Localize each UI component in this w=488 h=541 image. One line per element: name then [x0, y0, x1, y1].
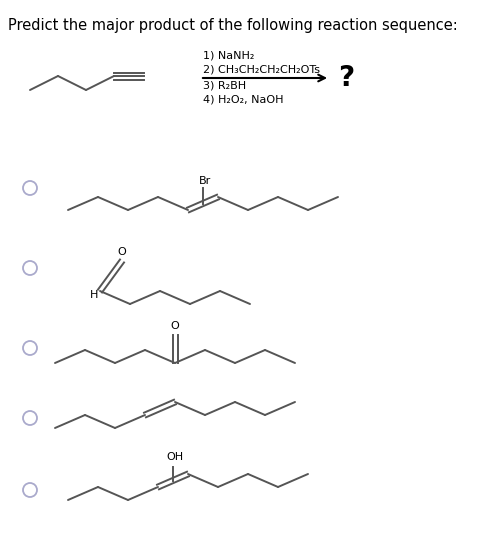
- Text: 1) NaNH₂: 1) NaNH₂: [203, 50, 254, 60]
- Text: H: H: [90, 290, 98, 300]
- Text: 2) CH₃CH₂CH₂CH₂OTs: 2) CH₃CH₂CH₂CH₂OTs: [203, 64, 320, 74]
- Text: O: O: [118, 247, 126, 257]
- Text: 3) R₂BH: 3) R₂BH: [203, 81, 246, 91]
- Text: 4) H₂O₂, NaOH: 4) H₂O₂, NaOH: [203, 95, 284, 105]
- Text: Br: Br: [199, 175, 211, 186]
- Text: ?: ?: [338, 64, 354, 92]
- Text: OH: OH: [166, 452, 183, 463]
- Text: Predict the major product of the following reaction sequence:: Predict the major product of the followi…: [8, 18, 458, 33]
- Text: O: O: [171, 321, 180, 331]
